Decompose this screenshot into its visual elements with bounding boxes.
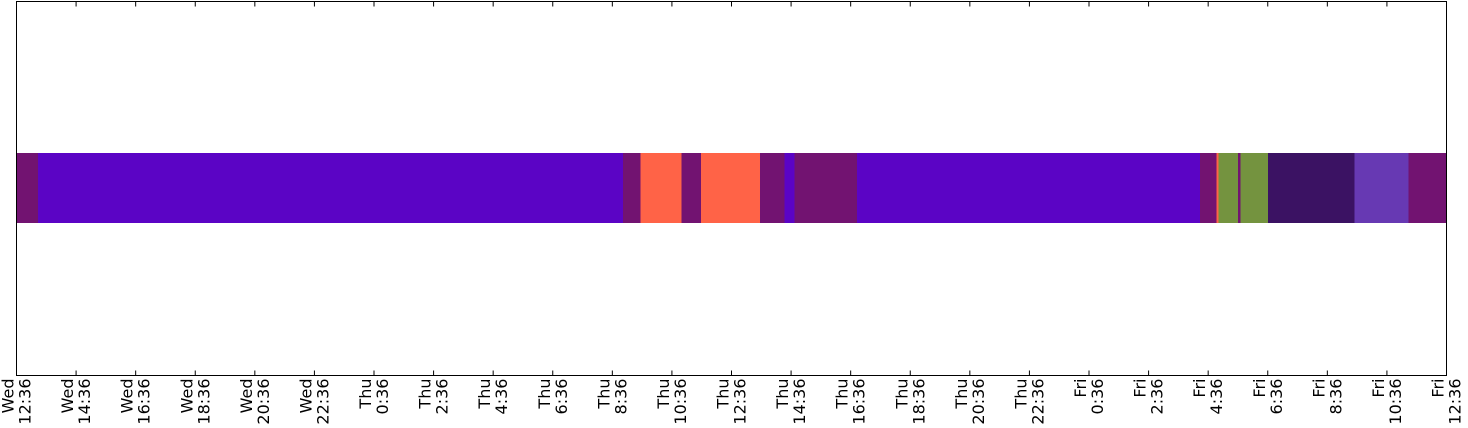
x-tick-day: Fri (1131, 379, 1150, 398)
x-tick-day: Thu (952, 379, 971, 410)
timeline-segment (1408, 153, 1447, 223)
timeline-segment (681, 153, 702, 223)
x-tick-time: 14:36 (75, 379, 94, 425)
x-tick-time: 0:36 (373, 379, 392, 415)
x-tick-day: Thu (1011, 379, 1030, 410)
x-tick-day: Wed (177, 379, 196, 414)
timeline-segment (701, 153, 760, 223)
timeline-segment (1237, 153, 1241, 223)
x-tick-time: 4:36 (1207, 379, 1226, 415)
timeline-segment (37, 153, 624, 223)
x-tick-time: 12:36 (1446, 379, 1465, 425)
x-tick-time: 16:36 (135, 379, 154, 425)
x-tick-time: 6:36 (552, 379, 571, 415)
x-tick-day: Thu (654, 379, 673, 410)
x-tick-day: Fri (1309, 379, 1328, 398)
timeline-segment (623, 153, 641, 223)
timeline-segment (1267, 153, 1355, 223)
timeline-segment (1199, 153, 1217, 223)
x-tick-day: Thu (416, 379, 435, 410)
x-tick-day: Fri (1369, 379, 1388, 398)
x-tick-time: 8:36 (611, 379, 630, 415)
x-tick-time: 2:36 (1148, 379, 1167, 415)
x-tick-time: 4:36 (492, 379, 511, 415)
timeline-segment (1218, 153, 1238, 223)
x-tick-day: Fri (1429, 379, 1448, 398)
x-tick-day: Thu (833, 379, 852, 410)
x-tick-day: Fri (1071, 379, 1090, 398)
x-tick-day: Thu (594, 379, 613, 410)
timeline-segment (1354, 153, 1409, 223)
x-tick-time: 0:36 (1088, 379, 1107, 415)
x-tick-time: 18:36 (909, 379, 928, 425)
x-tick-time: 2:36 (433, 379, 452, 415)
timeline-segment (16, 153, 38, 223)
timeline-segment (794, 153, 858, 223)
timeline-segment (1240, 153, 1268, 223)
x-tick-time: 10:36 (1386, 379, 1405, 425)
x-tick-day: Thu (475, 379, 494, 410)
x-tick-day: Thu (714, 379, 733, 410)
x-tick-day: Thu (535, 379, 554, 410)
x-tick-day: Thu (773, 379, 792, 410)
x-tick-time: 10:36 (671, 379, 690, 425)
x-tick-day: Thu (356, 379, 375, 410)
x-tick-day: Wed (296, 379, 315, 414)
x-tick-time: 22:36 (1028, 379, 1047, 425)
x-tick-time: 20:36 (254, 379, 273, 425)
x-tick-time: 20:36 (969, 379, 988, 425)
x-tick-time: 12:36 (16, 379, 35, 425)
x-tick-day: Thu (892, 379, 911, 410)
timeline-segment (759, 153, 785, 223)
x-tick-day: Wed (118, 379, 137, 414)
timeline-segment (1216, 153, 1219, 223)
timeline-segment (857, 153, 1200, 223)
x-tick-time: 12:36 (731, 379, 750, 425)
x-tick-day: Fri (1190, 379, 1209, 398)
x-tick-time: 16:36 (850, 379, 869, 425)
x-tick-day: Wed (58, 379, 77, 414)
x-tick-day: Fri (1250, 379, 1269, 398)
timeline-segment (640, 153, 682, 223)
timeline-segments (16, 153, 1447, 223)
x-tick-day: Wed (0, 379, 18, 414)
x-tick-time: 14:36 (790, 379, 809, 425)
x-tick-time: 6:36 (1267, 379, 1286, 415)
x-tick-time: 22:36 (313, 379, 332, 425)
x-tick-day: Wed (237, 379, 256, 414)
x-tick-time: 18:36 (194, 379, 213, 425)
timeline-segment (784, 153, 795, 223)
x-tick-time: 8:36 (1326, 379, 1345, 415)
